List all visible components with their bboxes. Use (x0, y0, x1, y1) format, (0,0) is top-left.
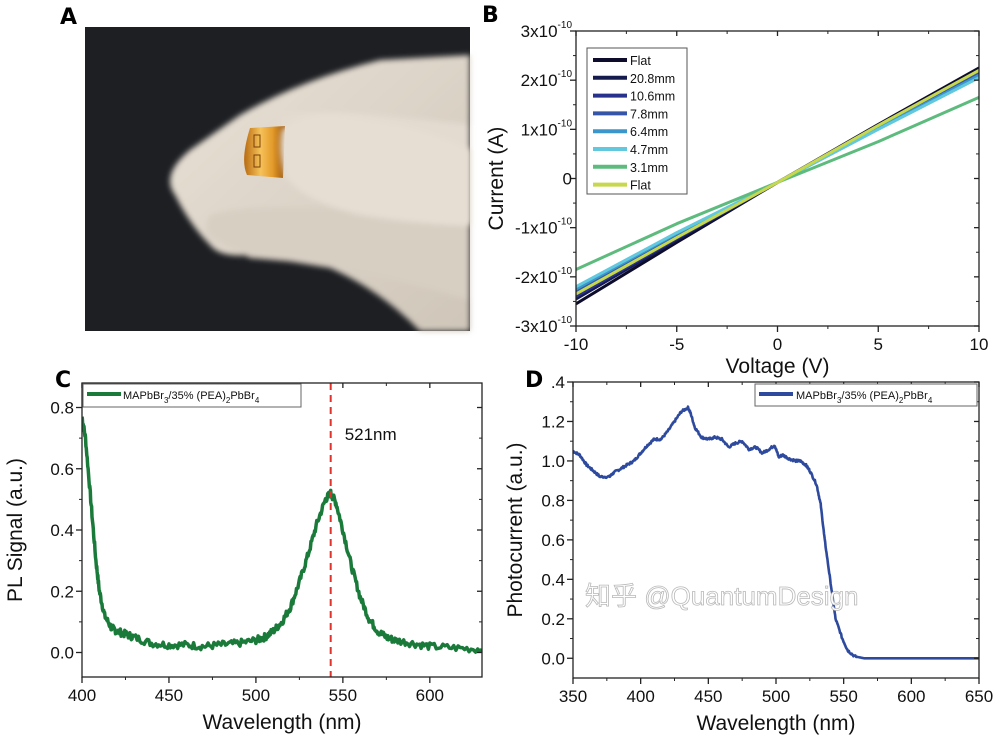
series-line-mapbbr3-pea (573, 405, 979, 660)
legend-label: 10.6mm (630, 90, 675, 104)
x-tick-label: 500 (762, 687, 790, 706)
y-tick-label: 0.0 (541, 649, 565, 668)
x-tick-label: 650 (965, 687, 993, 706)
y-tick-label: 1.2 (541, 412, 565, 431)
x-tick-label: 0 (773, 335, 782, 354)
y-axis-label: Current (A) (485, 127, 508, 231)
y-tick-label: 0.8 (541, 491, 565, 510)
y-tick-label: 0.8 (50, 399, 74, 418)
y-tick-label: -3x10-10 (515, 315, 572, 336)
panel-a: A (60, 5, 470, 331)
x-tick-label: 10 (970, 335, 989, 354)
legend-box (586, 47, 688, 195)
x-tick-label: 550 (329, 686, 357, 705)
peak-annotation-label: 521nm (345, 425, 397, 444)
legend-label: Flat (630, 54, 651, 68)
panel-letter-b: B (482, 3, 499, 28)
y-tick-label: 0.0 (50, 644, 74, 663)
x-tick-label: 450 (694, 687, 722, 706)
legend-label: 6.4mm (630, 125, 668, 139)
y-tick-label: 0 (563, 170, 572, 189)
x-tick-label: 550 (829, 687, 857, 706)
y-tick-label: .4 (551, 373, 565, 392)
series-group (576, 66, 979, 306)
y-tick-label: -1x10-10 (515, 217, 572, 238)
y-tick-label: 1x10-10 (521, 118, 573, 139)
panel-letter-d: D (525, 368, 543, 393)
x-tick-label: -10 (564, 335, 589, 354)
y-tick-label: 0.6 (50, 460, 74, 479)
x-tick-label: 450 (155, 686, 183, 705)
y-tick-label: 0.4 (541, 570, 565, 589)
gold-device (244, 126, 285, 178)
panel-d: D 350 400 450 500 550 600 650 0.0 0.2 0.4 0.6 0.8 1.… (504, 368, 993, 735)
panel-letter-c: C (55, 368, 71, 393)
legend: MAPbBr3/35% (PEA)2PbBr4 (82, 383, 302, 408)
legend: MAPbBr3/35% (PEA)2PbBr4 (754, 383, 978, 407)
series-group (573, 405, 979, 660)
x-tick-label: 350 (559, 687, 587, 706)
x-tick-label: 600 (416, 686, 444, 705)
plot-frame (572, 381, 980, 679)
photo-flexible-device-in-gloved-hand (85, 27, 470, 331)
series-line-Flat-7 (576, 68, 979, 296)
y-axis-label: Photocurrent (a.u.) (504, 442, 527, 617)
y-tick-label: 3x10-10 (521, 20, 573, 41)
x-tick-label: -5 (669, 335, 684, 354)
series-line-mapbbr3-pea (82, 416, 482, 654)
x-tick-label: 600 (897, 687, 925, 706)
y-tick-label: -2x10-10 (515, 266, 572, 287)
y-tick-label: 2x10-10 (521, 69, 573, 90)
x-tick-label: 400 (626, 687, 654, 706)
y-axis-label: PL Signal (a.u.) (4, 458, 27, 602)
legend: Flat 20.8mm 10.6mm 7.8mm 6.4mm 4.7mm 3.1mm Flat (586, 47, 688, 195)
panel-b: B -10 -5 0 5 10 -3x10-10 -2x10-10 -1x10-10 0 1x10… (482, 3, 988, 378)
legend-label: 7.8mm (630, 107, 668, 121)
x-tick-label: 400 (68, 686, 96, 705)
legend-label: 20.8mm (630, 72, 675, 86)
y-tick-label: 0.2 (541, 610, 565, 629)
y-tick-label: 0.6 (541, 531, 565, 550)
y-tick-label: 0.2 (50, 582, 74, 601)
x-tick-label: 500 (242, 686, 270, 705)
panel-c: C 521nm 400 450 500 550 600 0.0 0.2 0.4 0.6 0.8 Wav… (4, 368, 483, 734)
legend-label: Flat (630, 179, 651, 193)
legend-label: 3.1mm (630, 161, 668, 175)
x-axis-label: Wavelength (nm) (696, 712, 855, 735)
y-tick-label: 1.0 (541, 452, 565, 471)
x-axis-label: Voltage (V) (726, 355, 830, 378)
x-tick-label: 5 (874, 335, 883, 354)
series-group (82, 416, 482, 654)
y-tick-label: 0.4 (50, 521, 74, 540)
legend-label: 4.7mm (630, 143, 668, 157)
legend-box (754, 383, 978, 407)
legend-box (82, 383, 302, 408)
plot-frame (81, 382, 483, 678)
legend-label: MAPbBr3/35% (PEA)2PbBr4 (123, 390, 260, 405)
watermark: 知乎 @QuantumDesign (585, 581, 859, 611)
legend-label: MAPbBr3/35% (PEA)2PbBr4 (796, 390, 933, 405)
panel-letter-a: A (60, 5, 77, 30)
x-axis-label: Wavelength (nm) (202, 711, 361, 734)
